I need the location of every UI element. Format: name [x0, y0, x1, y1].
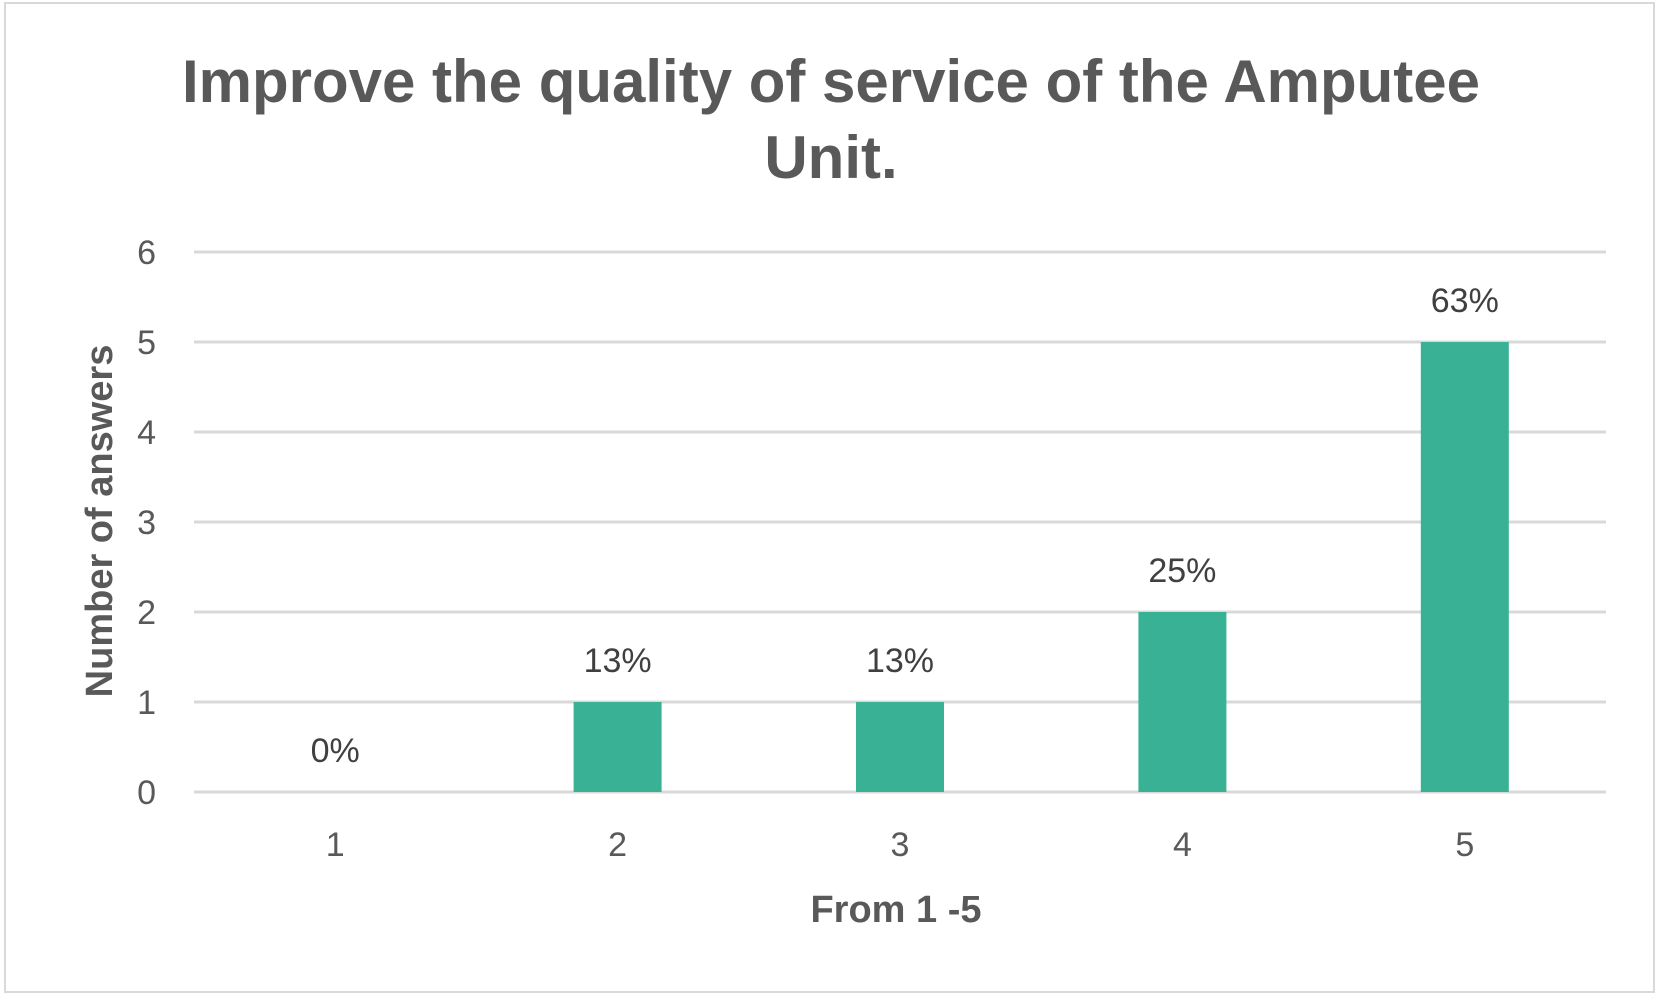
chart-frame: Improve the quality of service of the Am… [4, 2, 1655, 993]
y-tick-label: 2 [137, 594, 156, 632]
x-axis-ticks: 1 2 3 4 5 [326, 826, 1475, 864]
x-tick-label: 2 [608, 826, 627, 864]
chart-title-line-1: Improve the quality of service of the Am… [182, 48, 1480, 115]
y-tick-label: 0 [137, 774, 156, 812]
y-tick-label: 4 [137, 414, 156, 452]
bars [573, 342, 1509, 792]
chart-canvas: Improve the quality of service of the Am… [79, 48, 1606, 931]
y-tick-label: 3 [137, 504, 156, 542]
bar-5 [1420, 342, 1509, 792]
chart-title-line-2: Unit. [764, 124, 897, 191]
data-label-5: 63% [1431, 282, 1499, 320]
y-axis-title: Number of answers [79, 345, 121, 698]
y-tick-label: 5 [137, 324, 156, 362]
bar-4 [1138, 612, 1227, 792]
y-tick-label: 1 [137, 684, 156, 722]
data-label-4: 25% [1148, 552, 1216, 590]
data-labels: 0% 13% 13% 25% 63% [311, 282, 1499, 770]
bar-3 [856, 702, 944, 792]
x-tick-label: 1 [326, 826, 345, 864]
data-label-1: 0% [311, 732, 360, 770]
x-tick-label: 3 [891, 826, 910, 864]
y-axis-ticks: 0 1 2 3 4 5 6 [137, 234, 156, 812]
data-label-2: 13% [584, 642, 652, 680]
bar-2 [573, 702, 662, 792]
x-axis-title: From 1 -5 [810, 889, 981, 931]
x-tick-label: 4 [1173, 826, 1192, 864]
data-label-3: 13% [866, 642, 934, 680]
chart-title: Improve the quality of service of the Am… [182, 48, 1480, 191]
gridlines [194, 250, 1606, 794]
y-tick-label: 6 [137, 234, 156, 272]
x-tick-label: 5 [1455, 826, 1474, 864]
